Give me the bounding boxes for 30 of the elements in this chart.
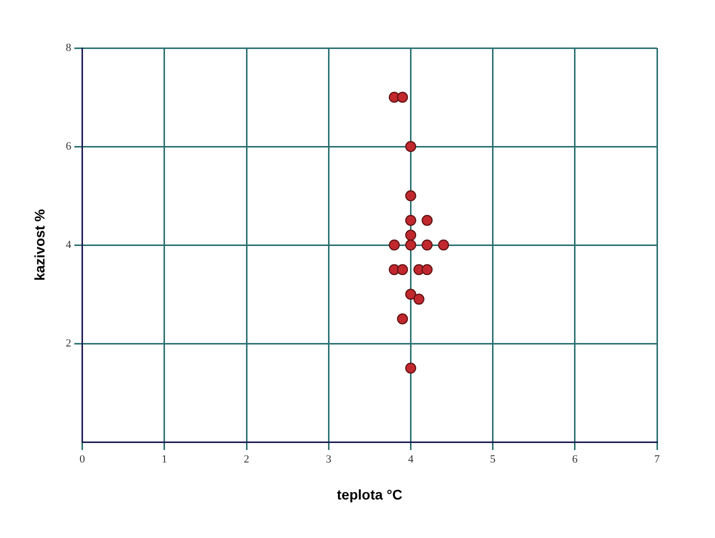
point (396, 313, 408, 324)
y-tick-label: 8 (66, 42, 72, 54)
x-tick-label: 3 (326, 453, 332, 466)
x-tick-label: 0 (80, 453, 86, 466)
point (405, 190, 416, 202)
y-tick-label: 6 (66, 140, 72, 152)
y-tick-label: 2 (66, 337, 72, 350)
point (405, 288, 416, 300)
y-tick-label: 4 (66, 238, 72, 251)
point (422, 240, 433, 250)
point (388, 240, 400, 250)
x-axis-title: teplota °C (336, 486, 402, 502)
point (405, 362, 416, 374)
point (405, 141, 416, 152)
point (405, 214, 416, 226)
point (422, 214, 433, 226)
x-tick-label: 6 (572, 453, 578, 466)
point (396, 92, 408, 103)
point (422, 264, 433, 276)
point (405, 240, 416, 250)
x-tick-label: 5 (490, 453, 496, 466)
point (396, 264, 408, 276)
x-tick-label: 2 (244, 453, 250, 466)
point (413, 294, 424, 305)
x-tick-label: 4 (408, 453, 414, 466)
point (438, 240, 450, 250)
y-axis-title: kazivost % (31, 208, 48, 281)
point (405, 230, 416, 241)
x-tick-label: 7 (654, 453, 660, 466)
x-tick-label: 1 (162, 453, 168, 466)
